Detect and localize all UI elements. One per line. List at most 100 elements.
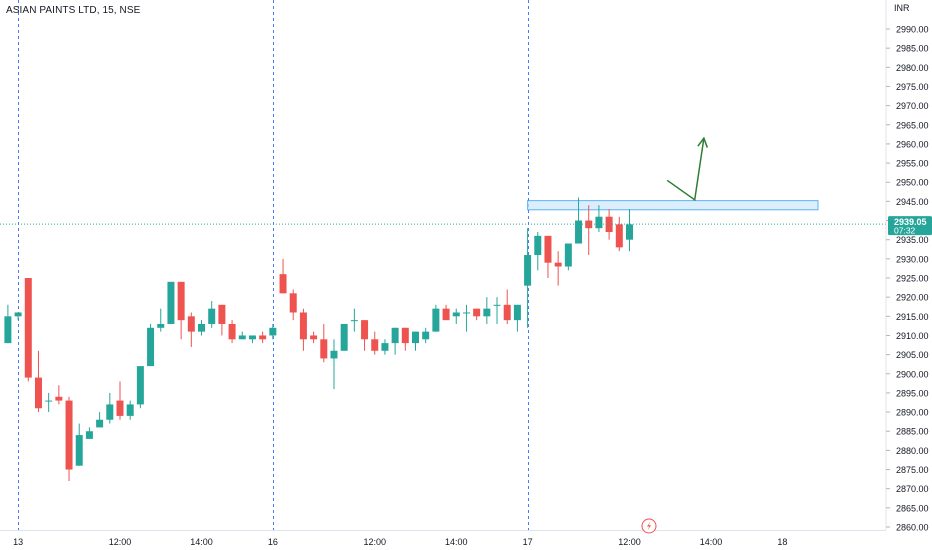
time-tick-label: 12:00 bbox=[109, 537, 132, 547]
price-tick-label: 2865.00 bbox=[896, 503, 929, 513]
current-price-value: 2939.05 bbox=[894, 217, 927, 227]
price-tick-label: 2915.00 bbox=[896, 312, 929, 322]
candle-down bbox=[554, 251, 562, 286]
time-tick-label: 18 bbox=[777, 537, 787, 547]
candle-body bbox=[75, 435, 83, 466]
candle-up bbox=[340, 323, 348, 351]
candle-up bbox=[381, 339, 389, 355]
candle-up bbox=[350, 308, 358, 332]
price-tick-label: 2930.00 bbox=[896, 254, 929, 264]
candle-body bbox=[177, 281, 185, 321]
candle-body bbox=[493, 304, 501, 306]
arrow-path bbox=[666, 138, 705, 202]
candle-body bbox=[371, 339, 379, 351]
candle-up bbox=[248, 335, 256, 344]
candle-down bbox=[177, 281, 185, 340]
arrow-drawing-layer bbox=[666, 136, 709, 202]
candle-up bbox=[452, 308, 460, 324]
candle-down bbox=[361, 320, 369, 351]
candle-body bbox=[330, 350, 338, 359]
candle-down bbox=[24, 278, 32, 382]
candle-body bbox=[544, 235, 552, 263]
candle-down bbox=[442, 304, 450, 321]
lightning-icon[interactable] bbox=[641, 518, 657, 534]
price-tick-label: 2955.00 bbox=[896, 159, 929, 169]
candle-up bbox=[391, 327, 399, 355]
candle-body bbox=[595, 216, 603, 229]
candle-up bbox=[483, 297, 491, 324]
candle-down bbox=[299, 308, 307, 351]
candle-up bbox=[45, 392, 53, 413]
candle-up bbox=[238, 331, 246, 340]
price-tick-label: 2880.00 bbox=[896, 446, 929, 456]
time-tick-label: 14:00 bbox=[445, 537, 468, 547]
candle-up bbox=[106, 392, 114, 424]
candle-up bbox=[198, 320, 206, 336]
candle-body bbox=[289, 293, 297, 313]
candle-body bbox=[462, 312, 470, 314]
current-price-badge bbox=[888, 216, 932, 236]
candle-body bbox=[14, 312, 22, 317]
candle-up bbox=[96, 412, 104, 428]
candle-body bbox=[391, 327, 399, 344]
price-tick-label: 2950.00 bbox=[896, 178, 929, 188]
candle-body bbox=[34, 377, 42, 409]
candle-body bbox=[299, 312, 307, 340]
candle-down bbox=[544, 235, 552, 278]
candle-down bbox=[615, 216, 623, 252]
time-axis[interactable]: 13 12:00 14:00 16 12:00 14:00 17 12:00 14:00 18 bbox=[0, 518, 886, 547]
candle-body bbox=[310, 335, 318, 340]
resistance-zone-rect bbox=[527, 200, 819, 211]
lightning-bolt bbox=[647, 521, 651, 531]
candle-body bbox=[503, 304, 511, 321]
candle-body bbox=[208, 308, 216, 324]
session-separators bbox=[18, 0, 529, 530]
price-tick-label: 2890.00 bbox=[896, 408, 929, 418]
candle-body bbox=[116, 400, 124, 416]
candle-body bbox=[198, 323, 206, 332]
candle-down bbox=[34, 350, 42, 413]
candle-body bbox=[167, 281, 175, 324]
candle-body bbox=[361, 320, 369, 340]
candle-down bbox=[401, 327, 409, 351]
candle-body bbox=[442, 308, 450, 321]
candle-body bbox=[65, 400, 73, 470]
candle-up bbox=[513, 304, 521, 332]
candle-up bbox=[524, 228, 532, 328]
candle-body bbox=[554, 262, 562, 267]
price-tick-label: 2985.00 bbox=[896, 44, 929, 54]
candle-up bbox=[432, 304, 440, 332]
candle-body bbox=[432, 308, 440, 332]
candle-up bbox=[269, 323, 277, 340]
candle-body bbox=[483, 308, 491, 317]
candle-body bbox=[625, 224, 633, 240]
candle-body bbox=[126, 404, 134, 416]
candle-body bbox=[106, 404, 114, 420]
candle-up bbox=[208, 300, 216, 328]
time-tick-label: 16 bbox=[268, 537, 278, 547]
candle-body bbox=[473, 308, 481, 317]
candle-body bbox=[412, 331, 419, 344]
candle-body bbox=[157, 323, 165, 328]
candle-body bbox=[228, 323, 236, 340]
currency-label: INR bbox=[894, 3, 910, 13]
candle-body bbox=[350, 320, 358, 322]
time-tick-label: 14:00 bbox=[190, 537, 213, 547]
candle-down bbox=[503, 289, 511, 324]
candle-body bbox=[279, 274, 287, 294]
candle-down bbox=[371, 331, 379, 355]
candle-body bbox=[401, 327, 409, 344]
price-tick-label: 2860.00 bbox=[896, 523, 929, 533]
candle-up bbox=[14, 312, 22, 321]
price-axis[interactable]: INR 2860.00 2865.00 2870.00 2875.00 2880.00 28… bbox=[885, 0, 932, 533]
arrow-head bbox=[697, 136, 709, 148]
candle-body bbox=[615, 224, 623, 248]
candle-body bbox=[147, 327, 155, 367]
candle-down bbox=[218, 304, 226, 336]
price-tick-label: 2885.00 bbox=[896, 427, 929, 437]
candle-body bbox=[575, 220, 583, 244]
candle-body bbox=[218, 304, 226, 324]
candle-body bbox=[85, 431, 93, 439]
